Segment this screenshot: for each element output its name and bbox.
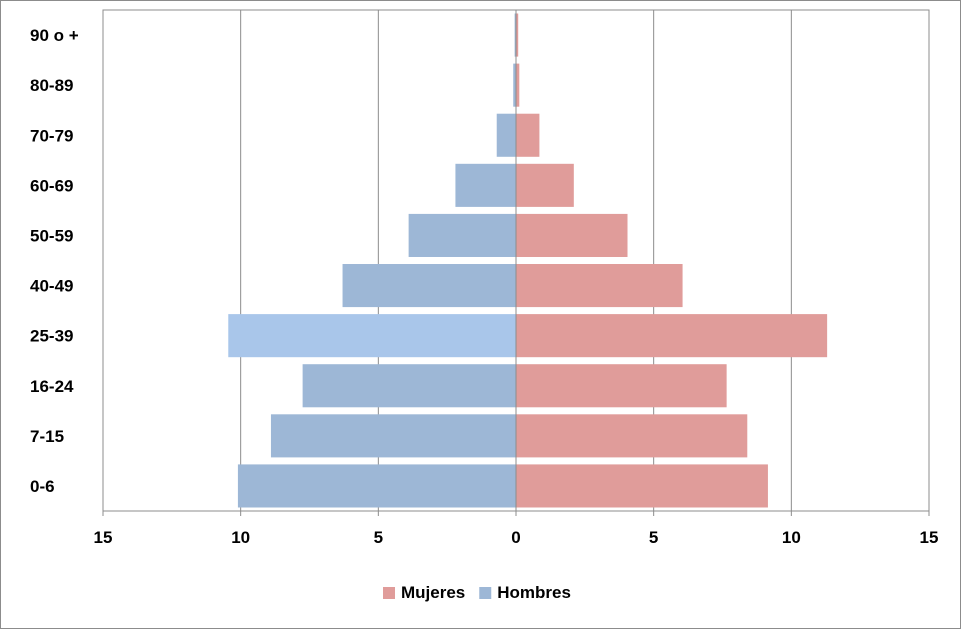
legend-swatch-hombres: [479, 587, 492, 599]
category-label: 80-89: [30, 76, 73, 95]
bar-hombres-50-59: [408, 213, 516, 257]
bar-hombres-70-79: [496, 113, 516, 157]
category-label: 16-24: [30, 377, 74, 396]
bar-mujeres-40-49: [516, 264, 683, 308]
bar-mujeres-90o+: [516, 13, 519, 57]
bar-mujeres-60-69: [516, 163, 574, 207]
bars: [228, 13, 828, 508]
bar-mujeres-7-15: [516, 414, 748, 458]
category-label: 50-59: [30, 226, 73, 245]
category-label: 7-15: [30, 427, 64, 446]
category-label: 60-69: [30, 176, 73, 195]
x-tick-label: 5: [374, 528, 383, 547]
bar-mujeres-80-89: [516, 63, 520, 107]
x-tick-label: 15: [94, 528, 113, 547]
x-tick-label: 15: [920, 528, 939, 547]
category-label: 40-49: [30, 277, 73, 296]
bar-hombres-25-39: [228, 314, 516, 358]
bar-mujeres-50-59: [516, 213, 628, 257]
bar-hombres-90o+: [514, 13, 516, 57]
bar-hombres-60-69: [455, 163, 516, 207]
bar-mujeres-70-79: [516, 113, 540, 157]
category-labels: 0-6 7-15 16-24 25-39 40-49 50-59 60-69 70-79 80-…: [30, 26, 79, 496]
category-label: 0-6: [30, 477, 55, 496]
axes: [102, 10, 930, 516]
x-tick-label: 10: [782, 528, 801, 547]
bar-hombres-0-6: [237, 464, 516, 508]
legend-label-mujeres: Mujeres: [401, 583, 465, 602]
category-label: 70-79: [30, 126, 73, 145]
category-label: 25-39: [30, 327, 73, 346]
x-tick-label: 0: [511, 528, 520, 547]
bar-mujeres-25-39: [516, 314, 828, 358]
bar-hombres-80-89: [513, 63, 516, 107]
bar-hombres-16-24: [302, 364, 516, 408]
bar-hombres-40-49: [342, 264, 516, 308]
legend-label-hombres: Hombres: [497, 583, 571, 602]
bar-mujeres-0-6: [516, 464, 768, 508]
bar-mujeres-16-24: [516, 364, 727, 408]
category-label: 90 o +: [30, 26, 79, 45]
x-tick-label: 5: [649, 528, 658, 547]
x-tick-labels: 15 10 5 0 5 10 15: [94, 528, 939, 547]
bar-hombres-7-15: [270, 414, 516, 458]
legend-swatch-mujeres: [383, 587, 395, 599]
legend: Mujeres Hombres: [383, 583, 571, 602]
x-tick-label: 10: [231, 528, 250, 547]
